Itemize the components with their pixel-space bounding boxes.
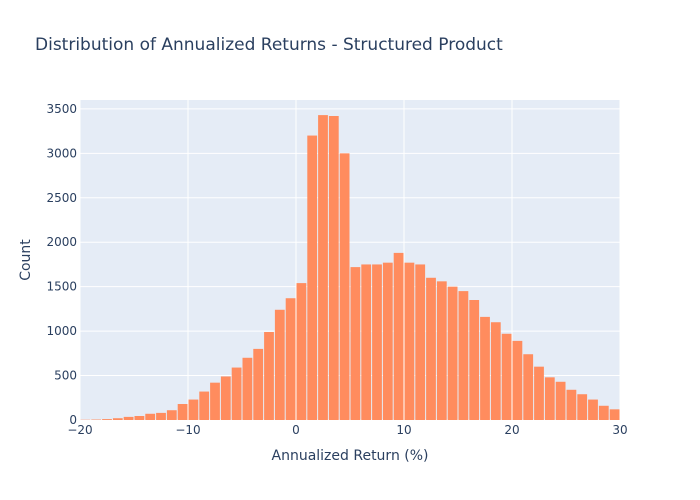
x-tick-label: 10 [396, 423, 411, 437]
histogram-bar [112, 418, 123, 420]
histogram-bar [393, 252, 404, 420]
histogram-bar [598, 405, 609, 420]
histogram-bar [480, 316, 490, 420]
histogram-bar [220, 376, 231, 420]
histogram-bar [609, 409, 620, 420]
histogram-bar [339, 153, 350, 421]
x-axis-label: Annualized Return (%) [272, 448, 429, 464]
histogram-bar [177, 404, 188, 420]
histogram-bar [490, 322, 501, 420]
chart-title: Distribution of Annualized Returns - Str… [35, 35, 503, 55]
x-tick-label: 0 [292, 423, 300, 437]
histogram-bar [512, 340, 523, 420]
histogram-bar [566, 389, 577, 420]
histogram-bar [382, 262, 393, 420]
x-tick-label: 30 [612, 423, 627, 437]
histogram-bar [426, 277, 436, 420]
y-tick-label: 500 [54, 369, 77, 383]
histogram-bar [264, 332, 274, 420]
histogram-bar [523, 354, 534, 420]
histogram-bar [156, 412, 166, 420]
x-tick-label: −20 [67, 423, 92, 437]
histogram-bar [210, 382, 220, 420]
histogram-bar [577, 394, 588, 420]
bars-group [80, 115, 620, 421]
histogram-bar [588, 399, 598, 420]
y-axis-ticks: 0 500 1000 1500 2000 2500 3000 3500 [46, 102, 77, 427]
y-axis-label: Count [18, 239, 34, 281]
histogram-bar [404, 262, 415, 420]
histogram-bar [307, 135, 318, 421]
y-tick-label: 3000 [46, 146, 77, 160]
y-tick-label: 2500 [46, 191, 77, 205]
histogram-bar [134, 416, 145, 420]
histogram-bar [296, 283, 307, 420]
histogram-bar [188, 399, 199, 420]
histogram-bar [242, 357, 253, 420]
histogram-bar [199, 391, 210, 420]
histogram-bar [350, 267, 361, 420]
histogram-bar [231, 367, 242, 420]
histogram-bar [145, 413, 156, 420]
histogram-bar [534, 366, 544, 420]
x-tick-label: 20 [504, 423, 519, 437]
y-tick-label: 1000 [46, 324, 77, 338]
x-tick-label: −10 [175, 423, 200, 437]
histogram-bar [372, 264, 382, 420]
histogram-bar [361, 264, 372, 420]
histogram-bar [544, 377, 555, 420]
grid-lines [79, 100, 621, 421]
histogram-bar [469, 300, 480, 420]
y-tick-label: 1500 [46, 280, 77, 294]
histogram-bar [555, 381, 566, 420]
histogram-bar [123, 416, 134, 420]
histogram-bar [415, 264, 426, 420]
y-tick-label: 3500 [46, 102, 77, 116]
histogram-bar [285, 298, 296, 420]
x-axis-ticks: −20 −10 0 10 20 30 [67, 423, 627, 437]
y-tick-label: 2000 [46, 235, 77, 249]
histogram-bar [318, 115, 328, 420]
histogram-bar [447, 286, 458, 420]
histogram-bar [328, 116, 339, 420]
y-tick-label: 0 [69, 413, 77, 427]
histogram-bar [274, 309, 285, 420]
histogram-bar [436, 281, 447, 420]
histogram-bar [102, 419, 112, 420]
histogram-bar [501, 333, 512, 420]
histogram-bar [458, 291, 469, 420]
histogram-bar [253, 348, 264, 420]
histogram-bar [166, 410, 177, 420]
